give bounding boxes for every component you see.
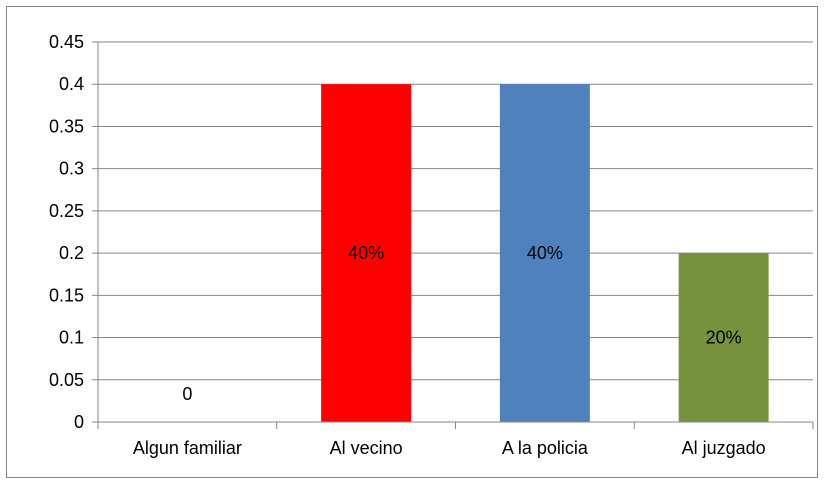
bars (321, 84, 769, 422)
y-tick-label: 0.1 (59, 328, 84, 348)
bar-1 (321, 84, 412, 422)
bar-3 (678, 253, 769, 422)
y-tick-label: 0.4 (59, 74, 84, 94)
x-tick-label: A la policia (502, 438, 589, 458)
x-tick-label: Al vecino (330, 438, 403, 458)
x-tick-labels: Algun familiar Al vecino A la policia Al ju… (133, 438, 766, 458)
y-tick-label: 0.45 (49, 32, 84, 52)
x-tick-label: Al juzgado (682, 438, 766, 458)
y-tick-label: 0.25 (49, 201, 84, 221)
y-tick-label: 0.3 (59, 159, 84, 179)
x-tick-label: Algun familiar (133, 438, 242, 458)
y-tick-label: 0.2 (59, 243, 84, 263)
data-labels: 0 40% 40% 20% (182, 243, 741, 404)
y-tick-label: 0 (74, 412, 84, 432)
data-label: 40% (527, 243, 563, 263)
axes (92, 41, 814, 429)
data-label: 0 (182, 384, 192, 404)
bar-2 (499, 84, 590, 422)
y-tick-label: 0.15 (49, 285, 84, 305)
y-tick-labels: 0 0.05 0.1 0.15 0.2 0.25 0.3 0.35 0.4 0.45 (49, 32, 84, 432)
data-label: 40% (348, 243, 384, 263)
y-tick-label: 0.35 (49, 116, 84, 136)
data-label: 20% (706, 328, 742, 348)
y-tick-label: 0.05 (49, 370, 84, 390)
